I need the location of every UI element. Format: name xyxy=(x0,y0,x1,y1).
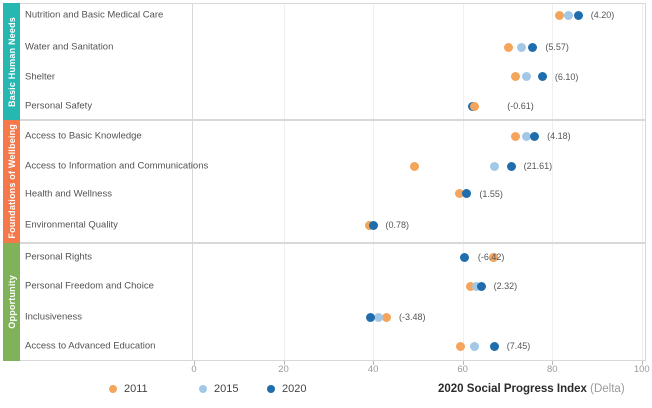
category-band-label: Opportunity xyxy=(6,275,17,329)
row-label-access-to-advanced-education[interactable]: Access to Advanced Education xyxy=(25,340,156,352)
dot-2015-water-and-sanitation[interactable] xyxy=(517,42,527,52)
x-axis-title: 2020 Social Progress Index (Delta) xyxy=(438,383,625,395)
delta-label-access-to-advanced-education: (7.45) xyxy=(506,341,531,351)
row-label-access-to-information-and-communications[interactable]: Access to Information and Communications xyxy=(25,160,209,172)
gridline-80 xyxy=(552,3,554,361)
row-label-shelter[interactable]: Shelter xyxy=(25,71,56,82)
gridline-20 xyxy=(283,3,285,361)
legend-dot-2011 xyxy=(109,385,117,393)
row-label-personal-safety[interactable]: Personal Safety xyxy=(25,100,93,112)
category-band-label: Foundations of Wellbeing xyxy=(6,124,17,239)
dot-2011-nutrition-and-basic-medical-care[interactable] xyxy=(554,10,564,20)
dot-2015-inclusiveness[interactable] xyxy=(374,312,384,322)
dot-2020-health-and-wellness[interactable] xyxy=(462,189,472,198)
delta-label-inclusiveness: (-3.48) xyxy=(399,312,426,322)
dot-2011-access-to-basic-knowledge[interactable] xyxy=(511,131,521,141)
tick-mark-60 xyxy=(462,361,464,365)
tick-mark-20 xyxy=(283,361,285,365)
row-label-environmental-quality[interactable]: Environmental Quality xyxy=(25,219,118,231)
row-label-access-to-basic-knowledge[interactable]: Access to Basic Knowledge xyxy=(25,130,142,142)
dot-2011-health-and-wellness[interactable] xyxy=(455,189,465,198)
dot-2020-environmental-quality[interactable] xyxy=(368,220,378,230)
delta-label-environmental-quality: (0.78) xyxy=(385,220,410,230)
dot-2015-access-to-advanced-education[interactable] xyxy=(470,341,480,351)
tick-label-40: 40 xyxy=(367,364,379,375)
label-plot-divider xyxy=(192,3,193,120)
legend-label-2015: 2015 xyxy=(214,383,239,395)
dot-2011-shelter[interactable] xyxy=(510,72,520,81)
delta-label-personal-freedom-and-choice: (2.32) xyxy=(493,281,518,291)
delta-label-access-to-basic-knowledge: (4.18) xyxy=(547,131,571,141)
category-band-label: Basic Human Needs xyxy=(6,16,17,107)
legend-label-2020: 2020 xyxy=(282,383,307,395)
row-label-health-and-wellness[interactable]: Health and Wellness xyxy=(25,188,112,199)
legend-dot-2015 xyxy=(199,385,207,393)
x-axis-title-main: 2020 Social Progress Index xyxy=(438,383,587,395)
legend-item-2020[interactable]: 2020 xyxy=(267,381,306,397)
delta-label-shelter: (6.10) xyxy=(554,71,579,82)
tick-label-100: 100 xyxy=(633,364,650,375)
dot-2020-personal-freedom-and-choice[interactable] xyxy=(476,281,486,291)
dot-2015-access-to-information-and-communications[interactable] xyxy=(490,161,500,171)
gridline-40 xyxy=(373,3,375,361)
delta-label-personal-safety: (-0.61) xyxy=(507,101,534,111)
tick-mark-100 xyxy=(641,361,643,365)
label-plot-divider xyxy=(192,120,193,243)
tick-label-80: 80 xyxy=(546,364,558,375)
panel-basic-human-needs xyxy=(3,3,646,120)
row-label-water-and-sanitation[interactable]: Water and Sanitation xyxy=(25,41,114,53)
x-axis-title-suffix: (Delta) xyxy=(586,383,625,395)
category-band-foundations-of-wellbeing[interactable]: Foundations of Wellbeing xyxy=(3,120,20,243)
tick-label-0: 0 xyxy=(191,364,197,375)
dot-2020-nutrition-and-basic-medical-care[interactable] xyxy=(573,10,583,20)
row-label-inclusiveness[interactable]: Inclusiveness xyxy=(25,311,83,323)
dot-2020-access-to-basic-knowledge[interactable] xyxy=(530,131,540,141)
label-plot-divider xyxy=(192,243,193,361)
dot-2015-access-to-basic-knowledge[interactable] xyxy=(522,131,532,141)
dot-2015-nutrition-and-basic-medical-care[interactable] xyxy=(564,10,574,20)
dot-2011-water-and-sanitation[interactable] xyxy=(503,42,513,52)
row-label-personal-rights[interactable]: Personal Rights xyxy=(25,251,93,263)
tick-label-60: 60 xyxy=(457,364,468,375)
legend-item-2011[interactable]: 2011 xyxy=(109,381,148,397)
dot-2015-personal-freedom-and-choice[interactable] xyxy=(471,281,481,291)
dot-2020-inclusiveness[interactable] xyxy=(366,312,376,322)
dot-2011-access-to-information-and-communications[interactable] xyxy=(409,161,419,171)
dot-2020-access-to-advanced-education[interactable] xyxy=(489,341,499,351)
row-label-personal-freedom-and-choice[interactable]: Personal Freedom and Choice xyxy=(25,280,154,292)
delta-label-water-and-sanitation: (5.57) xyxy=(545,42,569,52)
dot-2011-personal-safety[interactable] xyxy=(470,101,480,111)
gridline-60 xyxy=(462,3,464,361)
tick-mark-40 xyxy=(373,361,375,365)
delta-label-health-and-wellness: (1.55) xyxy=(479,188,503,199)
legend-label-2011: 2011 xyxy=(124,383,148,395)
tick-label-20: 20 xyxy=(278,364,289,375)
category-band-basic-human-needs[interactable]: Basic Human Needs xyxy=(3,3,20,120)
dot-2020-access-to-information-and-communications[interactable] xyxy=(506,161,516,171)
dot-2011-inclusiveness[interactable] xyxy=(382,312,392,322)
delta-label-nutrition-and-basic-medical-care: (4.20) xyxy=(590,10,615,20)
legend-dot-2020 xyxy=(267,385,275,393)
category-band-opportunity[interactable]: Opportunity xyxy=(3,243,20,361)
dot-2011-personal-rights[interactable] xyxy=(489,252,499,262)
dot-2011-access-to-advanced-education[interactable] xyxy=(456,341,466,351)
gridline-100 xyxy=(641,3,643,361)
delta-label-access-to-information-and-communications: (21.61) xyxy=(523,161,553,171)
tick-mark-80 xyxy=(552,361,554,365)
dot-2020-water-and-sanitation[interactable] xyxy=(528,42,538,52)
dot-2011-personal-freedom-and-choice[interactable] xyxy=(466,281,476,291)
legend-item-2015[interactable]: 2015 xyxy=(199,381,238,397)
dot-2015-shelter[interactable] xyxy=(522,72,532,81)
tick-mark-0 xyxy=(194,361,195,365)
delta-label-personal-rights: (-6.42) xyxy=(477,252,505,262)
dot-2020-shelter[interactable] xyxy=(537,72,547,81)
dot-2020-personal-rights[interactable] xyxy=(460,252,470,262)
row-label-nutrition-and-basic-medical-care[interactable]: Nutrition and Basic Medical Care xyxy=(25,9,164,21)
